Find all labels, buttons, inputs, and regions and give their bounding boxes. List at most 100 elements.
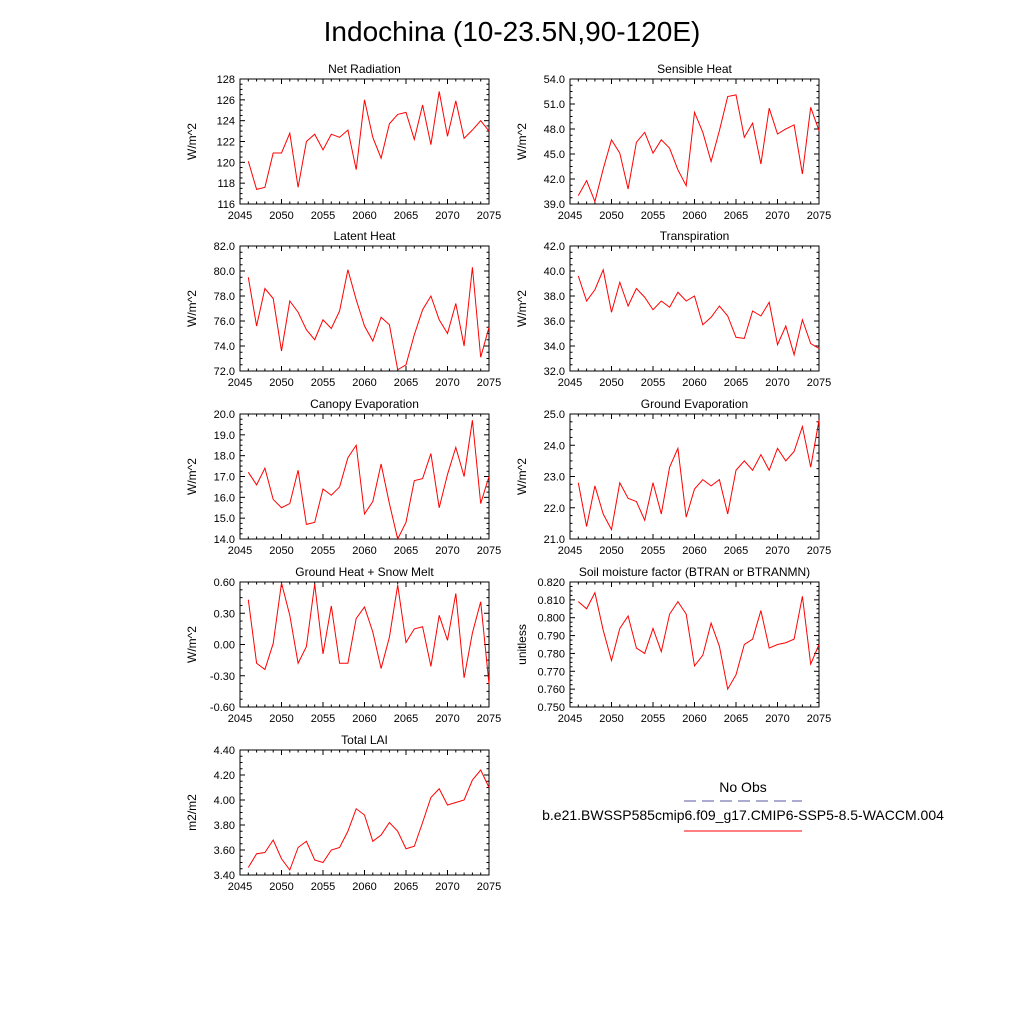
x-tick-label: 2075 <box>477 210 501 222</box>
x-tick-label: 2045 <box>558 545 582 557</box>
series-line <box>247 267 490 371</box>
x-tick-label: 2050 <box>599 545 623 557</box>
y-tick-label: 4.20 <box>214 770 235 782</box>
y-tick-label: 0.770 <box>537 666 565 678</box>
series-line <box>247 91 490 191</box>
y-tick-label: 116 <box>217 199 235 211</box>
y-tick-label: 0.760 <box>537 684 565 696</box>
x-tick-label: 2050 <box>269 377 293 389</box>
x-tick-label: 2045 <box>228 881 252 893</box>
y-tick-label: 0.00 <box>214 640 235 652</box>
x-tick-label: 2070 <box>435 210 459 222</box>
y-tick-label: 3.40 <box>214 870 235 882</box>
panel-frame <box>569 245 820 372</box>
y-tick-label: 54.0 <box>544 74 565 86</box>
y-tick-label: 122 <box>217 137 235 149</box>
y-tick-label: 124 <box>217 116 235 128</box>
panel-6: Ground Heat + Snow Melt W/m^2 2045 2050 2055… <box>185 565 501 725</box>
x-tick-label: 2050 <box>269 713 293 725</box>
x-tick-label: 2065 <box>724 377 748 389</box>
y-tick-label: 40.0 <box>544 266 565 278</box>
y-tick-label: 0.780 <box>537 648 565 660</box>
x-tick-label: 2045 <box>228 545 252 557</box>
x-tick-label: 2070 <box>765 210 789 222</box>
panel-title: Latent Heat <box>333 229 396 243</box>
x-tick-label: 2075 <box>477 545 501 557</box>
panel-frame <box>239 78 490 205</box>
panel-0: Net Radiation W/m^2 2045 2050 2055 2060 2065 20… <box>185 62 501 222</box>
y-tick-label: 3.80 <box>214 820 235 832</box>
y-tick-label: 51.0 <box>544 99 565 111</box>
y-tick-label: 120 <box>217 157 235 169</box>
y-tick-label: 36.0 <box>544 316 565 328</box>
y-tick-label: 118 <box>217 178 235 190</box>
series-line <box>577 268 820 357</box>
x-tick-label: 2065 <box>394 713 418 725</box>
series-line <box>577 94 820 204</box>
x-tick-label: 2045 <box>228 210 252 222</box>
x-tick-label: 2050 <box>269 210 293 222</box>
y-tick-label: 0.820 <box>537 577 565 589</box>
x-tick-label: 2055 <box>641 713 665 725</box>
y-axis-label: W/m^2 <box>515 290 529 327</box>
y-axis-label: W/m^2 <box>515 458 529 495</box>
panel-7: Soil moisture factor (BTRAN or BTRANMN) u… <box>515 565 831 725</box>
panel-frame <box>239 581 490 708</box>
panels: Net Radiation W/m^2 2045 2050 2055 2060 2065 20… <box>185 62 831 893</box>
panel-5: Ground Evaporation W/m^2 2045 2050 2055 2060 2… <box>515 397 831 557</box>
panel-4: Canopy Evaporation W/m^2 2045 2050 2055 2060 2… <box>185 397 501 557</box>
y-tick-label: 32.0 <box>544 366 565 378</box>
y-tick-label: 0.810 <box>537 595 565 607</box>
x-tick-label: 2075 <box>807 713 831 725</box>
panel-title: Soil moisture factor (BTRAN or BTRANMN) <box>579 565 810 579</box>
x-tick-label: 2045 <box>558 210 582 222</box>
y-tick-label: 23.0 <box>544 472 565 484</box>
panel-title: Ground Heat + Snow Melt <box>295 565 434 579</box>
x-tick-label: 2070 <box>435 713 459 725</box>
x-tick-label: 2070 <box>435 377 459 389</box>
x-tick-label: 2045 <box>558 713 582 725</box>
x-tick-label: 2055 <box>641 210 665 222</box>
panel-title: Ground Evaporation <box>641 397 748 411</box>
x-tick-label: 2055 <box>311 881 335 893</box>
x-tick-label: 2060 <box>352 210 376 222</box>
x-tick-label: 2045 <box>228 377 252 389</box>
x-tick-label: 2070 <box>435 881 459 893</box>
y-tick-label: 4.00 <box>214 795 235 807</box>
y-tick-label: 19.0 <box>214 430 235 442</box>
x-tick-label: 2065 <box>724 713 748 725</box>
x-tick-label: 2075 <box>477 713 501 725</box>
series-line <box>247 420 490 541</box>
y-tick-label: 24.0 <box>544 440 565 452</box>
panel-title: Net Radiation <box>328 62 401 76</box>
x-tick-label: 2070 <box>765 545 789 557</box>
panel-frame <box>239 413 490 540</box>
panel-1: Sensible Heat W/m^2 2045 2050 2055 2060 2065 20… <box>515 62 831 222</box>
y-tick-label: 45.0 <box>544 149 565 161</box>
y-tick-label: 38.0 <box>544 291 565 303</box>
x-tick-label: 2050 <box>599 713 623 725</box>
y-tick-label: 42.0 <box>544 174 565 186</box>
y-tick-label: 25.0 <box>544 409 565 421</box>
y-tick-label: 72.0 <box>214 366 235 378</box>
x-tick-label: 2045 <box>558 377 582 389</box>
x-tick-label: 2065 <box>724 210 748 222</box>
y-axis-label: unitless <box>515 624 529 665</box>
y-tick-label: -0.30 <box>210 671 235 683</box>
x-tick-label: 2065 <box>724 545 748 557</box>
panel-frame <box>569 78 820 205</box>
y-tick-label: 82.0 <box>214 241 235 253</box>
legend-obs-label: No Obs <box>719 779 766 795</box>
series-line <box>247 582 490 685</box>
y-tick-label: 0.30 <box>214 608 235 620</box>
x-tick-label: 2060 <box>352 377 376 389</box>
y-axis-label: W/m^2 <box>185 458 199 495</box>
x-tick-label: 2065 <box>394 377 418 389</box>
y-tick-label: 80.0 <box>214 266 235 278</box>
panel-8: Total LAI m2/m2 2045 2050 2055 2060 2065 2070 20… <box>185 733 501 893</box>
x-tick-label: 2065 <box>394 210 418 222</box>
y-tick-label: 21.0 <box>544 534 565 546</box>
x-tick-label: 2060 <box>352 545 376 557</box>
x-tick-label: 2055 <box>311 545 335 557</box>
